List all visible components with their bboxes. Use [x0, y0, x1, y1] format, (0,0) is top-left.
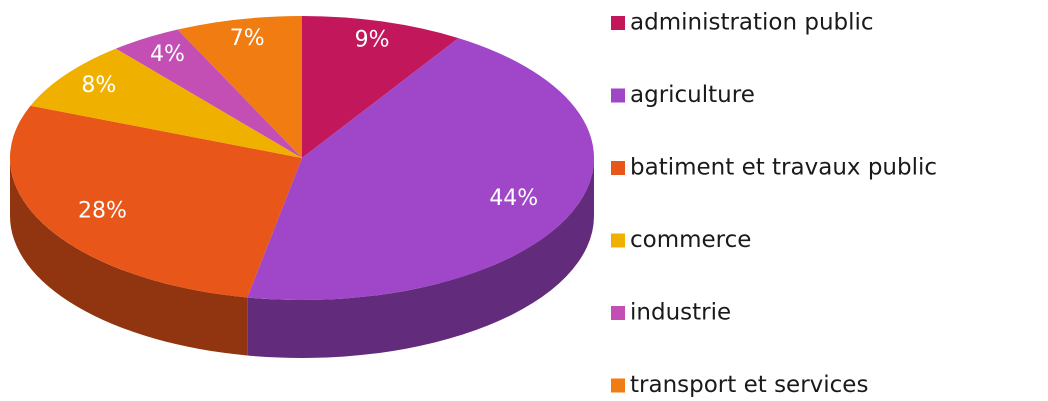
pie-slice [247, 38, 594, 300]
pie-side [247, 158, 594, 358]
legend-swatch [611, 378, 625, 393]
legend-label: batiment et travaux public [630, 155, 937, 181]
pie-slice [302, 16, 459, 158]
pie-slice [115, 29, 302, 159]
legend-label: industrie [630, 300, 731, 326]
legend-label: agriculture [630, 82, 755, 108]
value-label: 44% [489, 186, 538, 211]
value-label: 7% [230, 26, 265, 51]
legend-label: administration public [630, 10, 874, 36]
value-label: 9% [355, 28, 390, 53]
legend-swatch [611, 16, 625, 30]
legend-label: transport et services [630, 372, 868, 398]
value-label: 28% [78, 198, 127, 223]
value-label: 4% [150, 42, 185, 67]
legend-swatch [611, 233, 625, 248]
legend-swatch [611, 306, 625, 320]
pie-side [10, 158, 248, 356]
legend-swatch [611, 88, 625, 103]
pie-slice [10, 105, 303, 298]
pie-slice [177, 16, 302, 158]
legend-label: commerce [630, 227, 751, 253]
value-label: 8% [81, 73, 116, 98]
legend-swatch [611, 161, 625, 175]
pie-slice [30, 48, 302, 158]
